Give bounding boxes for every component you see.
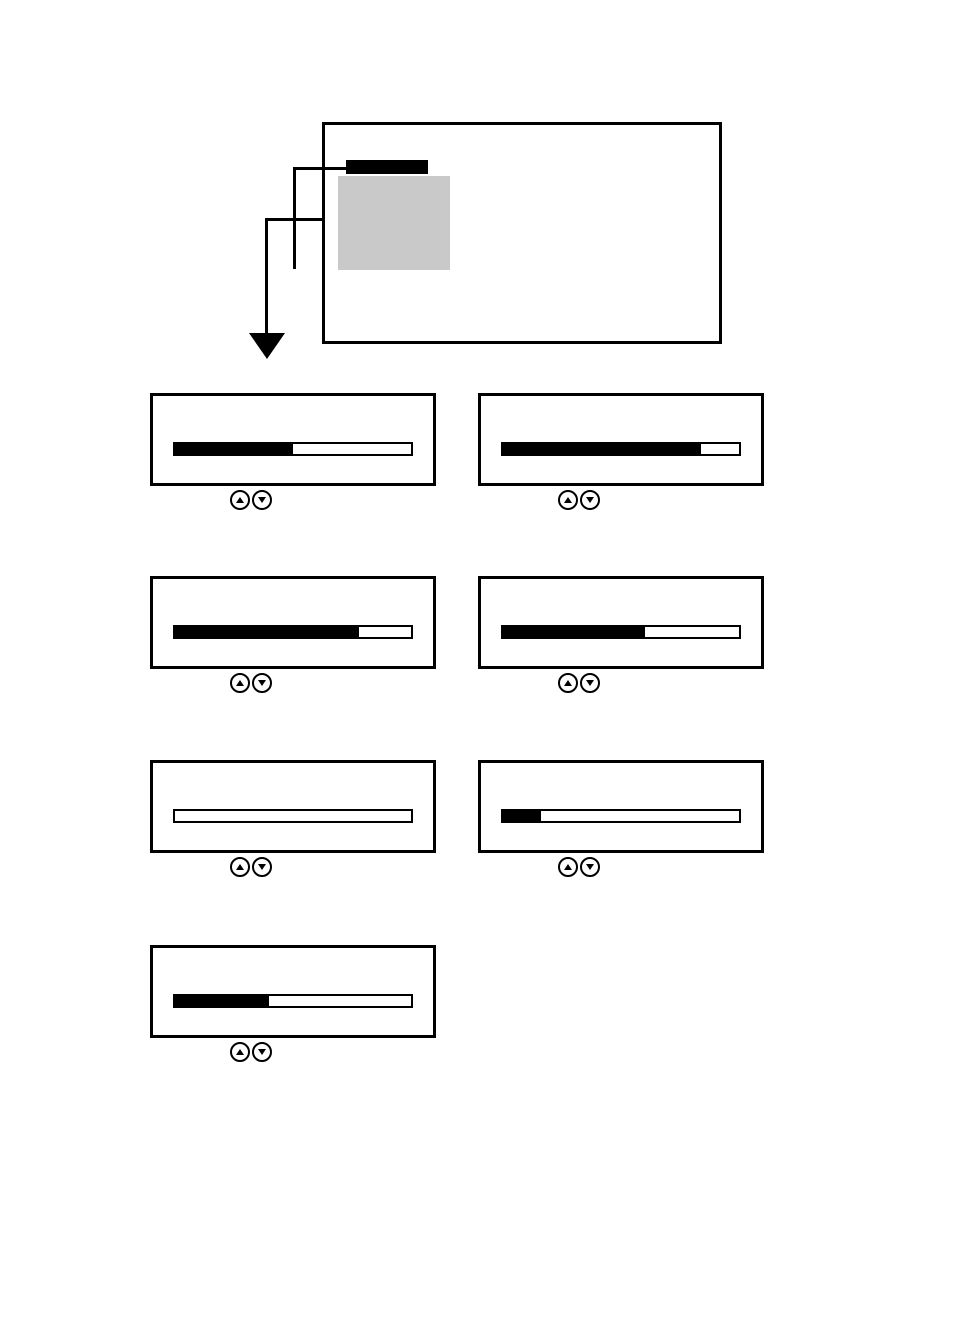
slider-fill	[175, 627, 359, 637]
slider-fill	[175, 444, 293, 454]
connector-h1	[293, 167, 347, 170]
triangle-down-icon	[258, 864, 266, 870]
triangle-up-icon	[236, 680, 244, 686]
up-button[interactable]	[230, 673, 250, 693]
down-button[interactable]	[580, 490, 600, 510]
triangle-down-icon	[258, 497, 266, 503]
slider-track[interactable]	[501, 809, 741, 823]
slider-track[interactable]	[173, 625, 413, 639]
button-row	[558, 673, 608, 695]
button-row	[558, 490, 608, 512]
connector-h2	[265, 218, 323, 221]
triangle-down-icon	[586, 680, 594, 686]
down-button[interactable]	[252, 490, 272, 510]
button-row	[230, 857, 280, 879]
triangle-up-icon	[564, 680, 572, 686]
adjustment-panel	[150, 760, 436, 853]
up-button[interactable]	[558, 857, 578, 877]
adjustment-panel	[478, 576, 764, 669]
down-button[interactable]	[252, 673, 272, 693]
sub-window-box	[338, 176, 450, 270]
slider-track[interactable]	[173, 442, 413, 456]
down-button[interactable]	[580, 857, 600, 877]
adjustment-panel	[478, 393, 764, 486]
button-row	[558, 857, 608, 879]
triangle-up-icon	[564, 864, 572, 870]
slider-fill	[503, 627, 645, 637]
up-button[interactable]	[230, 857, 250, 877]
slider-track[interactable]	[173, 809, 413, 823]
adjustment-panel	[150, 945, 436, 1038]
adjustment-panel	[150, 576, 436, 669]
triangle-up-icon	[236, 864, 244, 870]
triangle-up-icon	[236, 1049, 244, 1055]
triangle-up-icon	[564, 497, 572, 503]
slider-track[interactable]	[173, 994, 413, 1008]
slider-fill	[503, 811, 541, 821]
triangle-down-icon	[586, 497, 594, 503]
button-row	[230, 490, 280, 512]
triangle-down-icon	[586, 864, 594, 870]
up-button[interactable]	[230, 490, 250, 510]
down-button[interactable]	[252, 857, 272, 877]
triangle-down-icon	[258, 680, 266, 686]
down-button[interactable]	[580, 673, 600, 693]
up-button[interactable]	[558, 673, 578, 693]
slider-fill	[503, 444, 701, 454]
slider-track[interactable]	[501, 625, 741, 639]
slider-track[interactable]	[501, 442, 741, 456]
slider-fill	[175, 996, 269, 1006]
triangle-up-icon	[236, 497, 244, 503]
up-button[interactable]	[230, 1042, 250, 1062]
arrowhead-icon	[249, 333, 285, 359]
up-button[interactable]	[558, 490, 578, 510]
button-row	[230, 1042, 280, 1064]
triangle-down-icon	[258, 1049, 266, 1055]
down-button[interactable]	[252, 1042, 272, 1062]
sub-window-titlebar	[346, 160, 428, 174]
adjustment-panel	[150, 393, 436, 486]
adjustment-panel	[478, 760, 764, 853]
connector-v	[265, 218, 268, 336]
button-row	[230, 673, 280, 695]
